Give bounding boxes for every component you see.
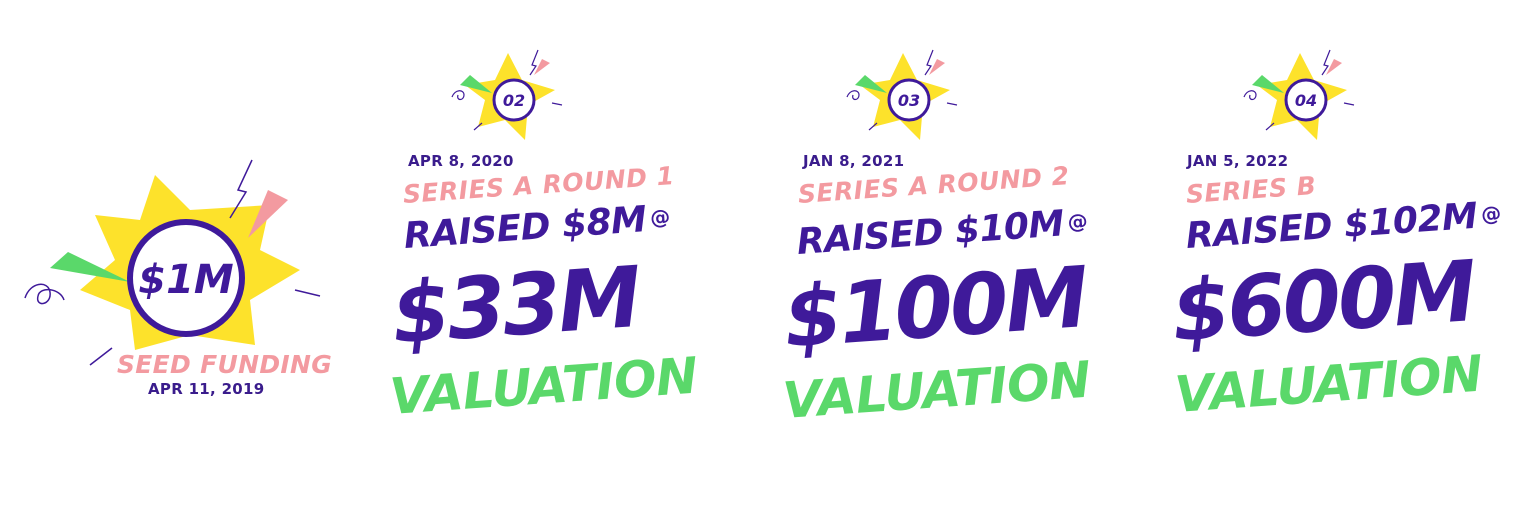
round-date: JAN 5, 2022	[1187, 152, 1289, 170]
round-02-star-badge: 02	[451, 49, 563, 140]
seed-amount: $1M	[138, 257, 233, 303]
at-symbol: @	[1480, 201, 1502, 227]
round-number: 02	[503, 91, 525, 110]
round-number-circle	[1284, 78, 1328, 122]
round-04-star-badge: 04	[1243, 49, 1355, 140]
round-date: APR 8, 2020	[408, 152, 514, 170]
at-symbol: @	[1066, 208, 1088, 235]
seed-date: APR 11, 2019	[148, 380, 265, 398]
pink-ray	[248, 190, 288, 238]
round-number: 04	[1295, 91, 1317, 110]
valuation-amount: $33M	[388, 247, 642, 363]
seed-starburst-badge: $1M	[24, 159, 321, 366]
valuation-amount: $600M	[1168, 242, 1478, 361]
amount-circle	[127, 219, 245, 337]
round-number: 03	[898, 91, 920, 110]
at-symbol: @	[649, 204, 671, 230]
seed-funding-label: SEED FUNDING	[117, 350, 333, 379]
green-ray	[50, 252, 130, 282]
round-number-circle	[887, 78, 931, 122]
round-03-star-badge: 03	[846, 49, 958, 140]
lightning-mark	[229, 159, 253, 219]
swirl-mark	[24, 283, 65, 305]
series-label: SERIES B	[1184, 170, 1318, 209]
round-number-circle	[492, 78, 536, 122]
round-date: JAN 8, 2021	[803, 152, 905, 170]
valuation-amount: $100M	[780, 248, 1090, 367]
